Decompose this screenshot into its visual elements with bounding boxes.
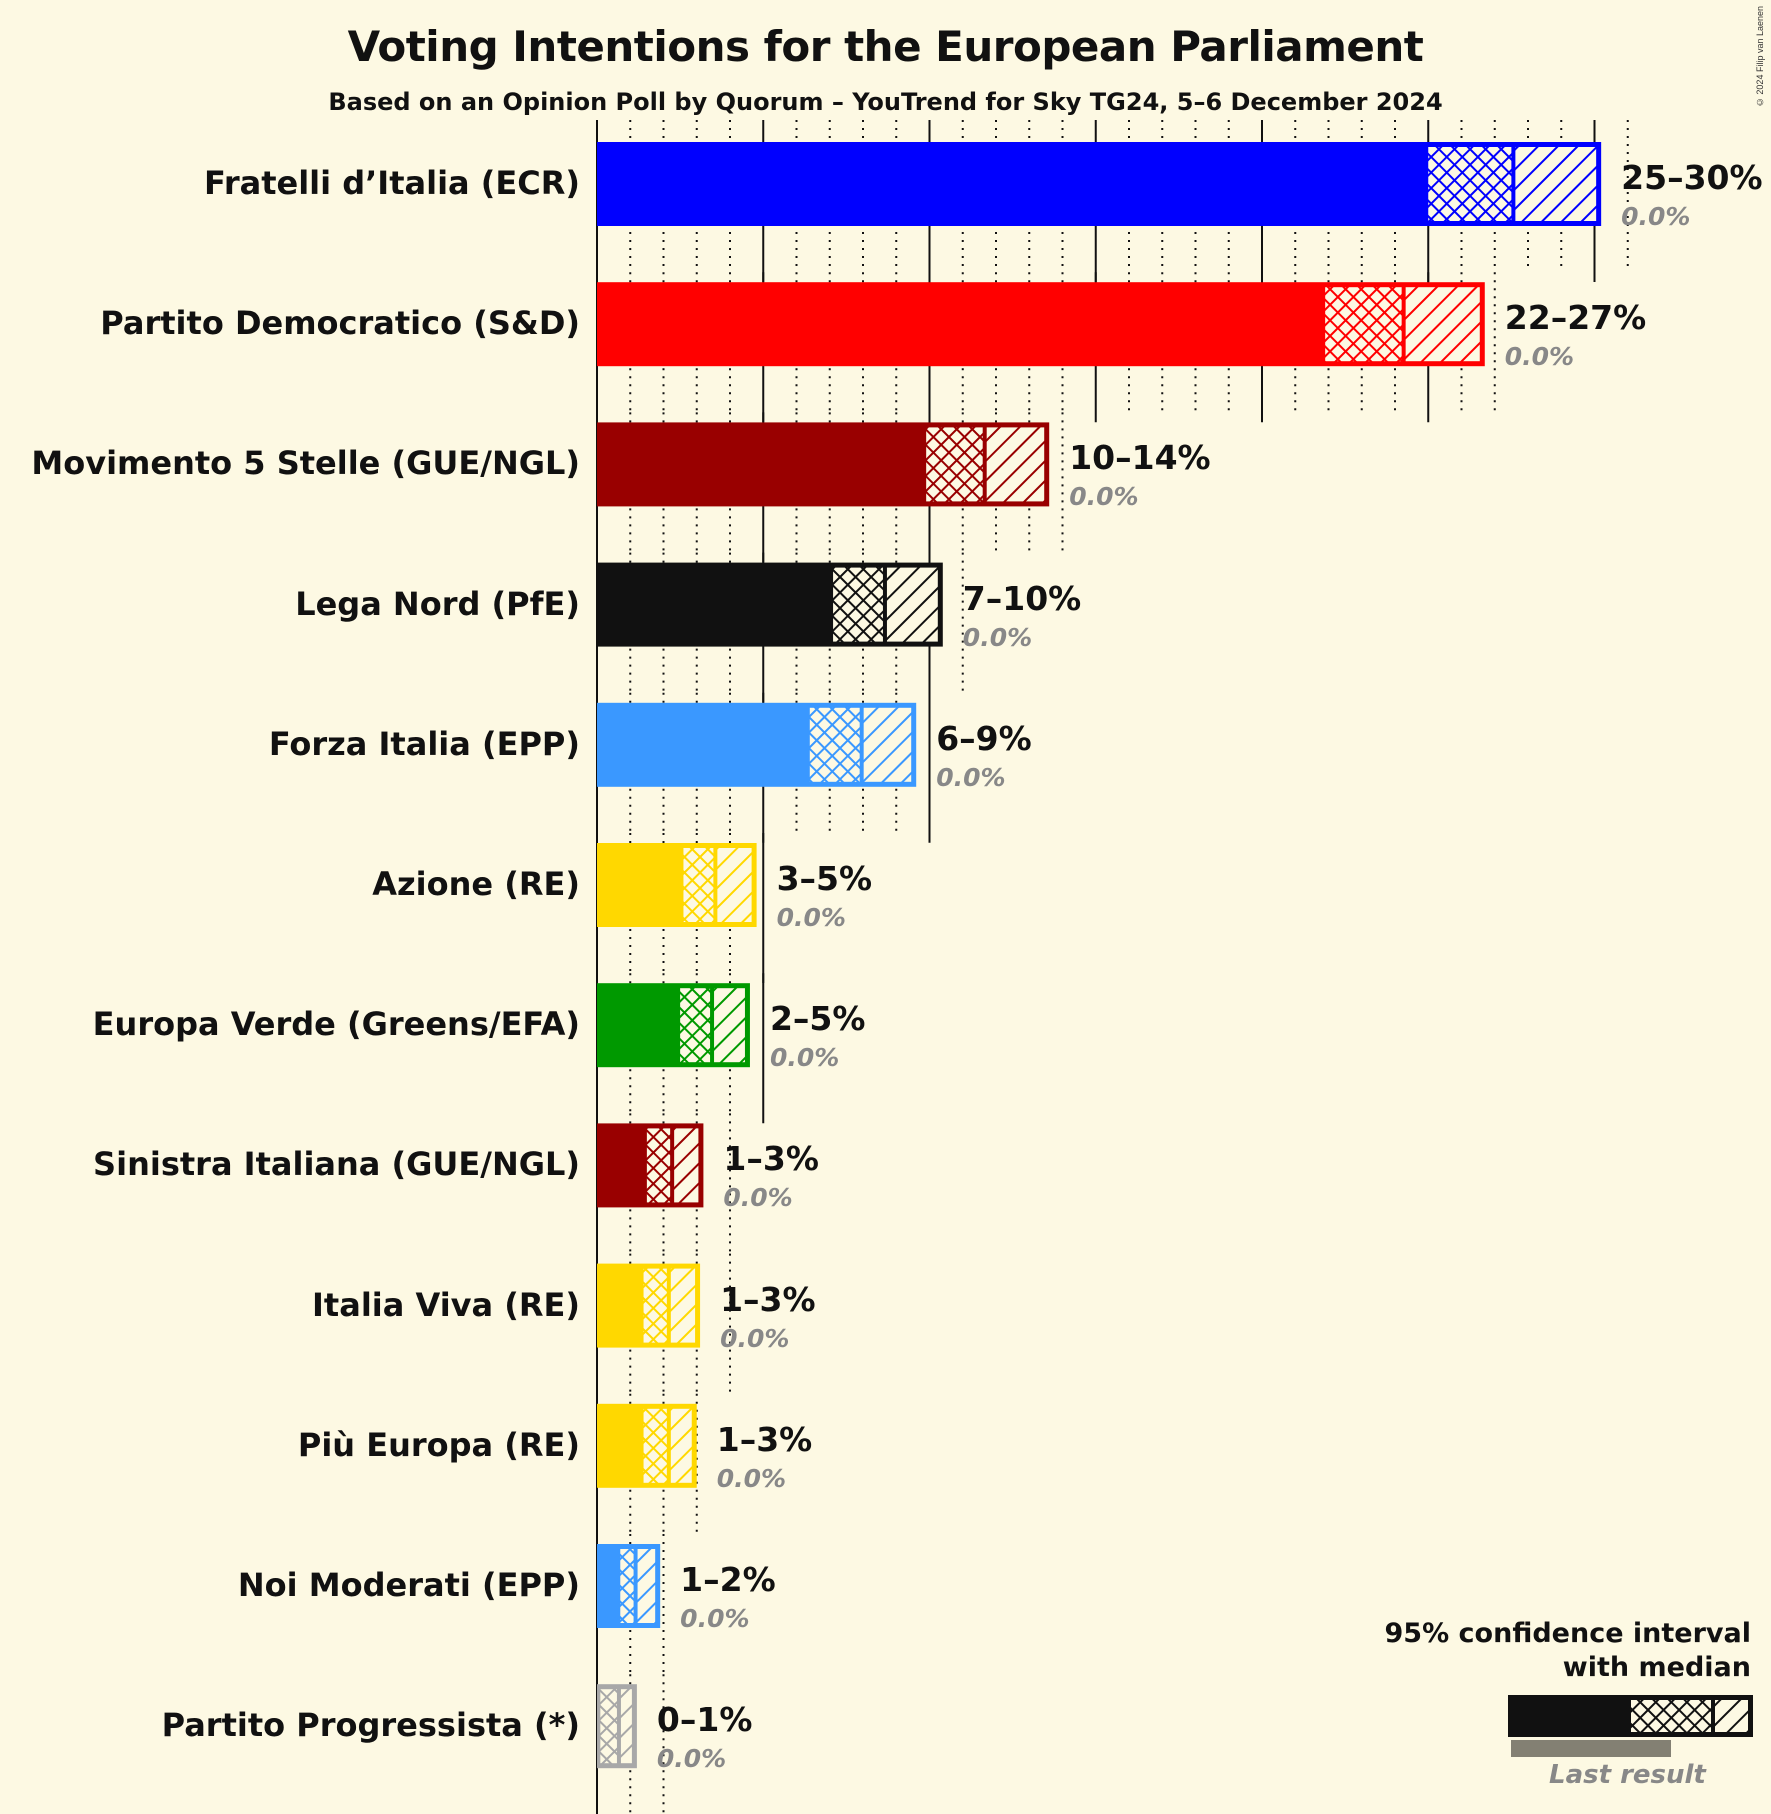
bar-group — [597, 1403, 697, 1488]
last-result-label: 0.0% — [720, 1323, 790, 1353]
range-label: 1–3% — [716, 1419, 813, 1459]
bar-group — [597, 1123, 704, 1208]
last-result-label: 0.0% — [1069, 482, 1139, 512]
last-result-label: 0.0% — [716, 1463, 787, 1493]
party-label: Partito Democratico (S&D) — [100, 304, 580, 343]
party-label: Fratelli d’Italia (ECR) — [204, 164, 580, 202]
range-label: 10–14% — [1069, 438, 1211, 478]
last-result-label: 0.0% — [1504, 342, 1575, 372]
last-result-label: 0.0% — [680, 1604, 750, 1633]
bar-group — [597, 562, 943, 647]
bar-group — [597, 282, 1485, 367]
party-label: Azione (RE) — [372, 865, 580, 903]
last-result-label: 0.0% — [769, 1043, 840, 1073]
range-label: 2–5% — [769, 999, 866, 1039]
range-label: 0–1% — [656, 1700, 753, 1740]
last-result-label: 0.0% — [776, 903, 846, 932]
party-label: Forza Italia (EPP) — [268, 724, 580, 763]
party-label: Italia Viva (RE) — [312, 1285, 580, 1324]
range-label: 3–5% — [776, 859, 873, 898]
range-label: 1–3% — [723, 1139, 819, 1179]
party-label: Lega Nord (PfE) — [295, 584, 580, 623]
last-result-label: 0.0% — [962, 622, 1033, 652]
chart-title: Voting Intentions for the European Parli… — [347, 22, 1424, 71]
range-label: 1–2% — [680, 1560, 776, 1599]
legend-last-result: Last result — [1549, 1760, 1706, 1790]
party-label: Partito Progressista (*) — [161, 1706, 580, 1745]
last-result-label: 0.0% — [723, 1183, 793, 1213]
party-label: Noi Moderati (EPP) — [237, 1566, 580, 1604]
legend-title: 95% confidence interval with median — [1385, 1617, 1751, 1685]
legend-title-line2: with median — [1562, 1652, 1751, 1683]
range-label: 25–30% — [1621, 158, 1763, 197]
bar-group — [597, 1544, 661, 1628]
bar-group — [597, 702, 917, 787]
last-result-label: 0.0% — [656, 1744, 727, 1774]
legend-title-line1: 95% confidence interval — [1384, 1618, 1751, 1649]
bar-group — [597, 422, 1050, 507]
chart-subtitle: Based on an Opinion Poll by Quorum – You… — [328, 88, 1443, 116]
bar-group — [597, 1684, 637, 1769]
bar-group — [597, 983, 750, 1068]
bar-group — [597, 1263, 701, 1348]
range-label: 6–9% — [936, 718, 1032, 758]
bar-group — [597, 843, 757, 927]
range-label: 7–10% — [962, 578, 1082, 618]
party-label: Più Europa (RE) — [297, 1425, 580, 1464]
bar-group — [597, 142, 1602, 226]
legend-swatch — [1508, 1695, 1753, 1757]
last-result-label: 0.0% — [936, 762, 1006, 792]
party-label: Sinistra Italiana (GUE/NGL) — [93, 1145, 580, 1184]
last-result-label: 0.0% — [1621, 202, 1691, 231]
party-label: Movimento 5 Stelle (GUE/NGL) — [31, 444, 580, 483]
range-label: 1–3% — [720, 1279, 816, 1319]
range-label: 22–27% — [1504, 298, 1647, 338]
party-label: Europa Verde (Greens/EFA) — [92, 1005, 580, 1044]
